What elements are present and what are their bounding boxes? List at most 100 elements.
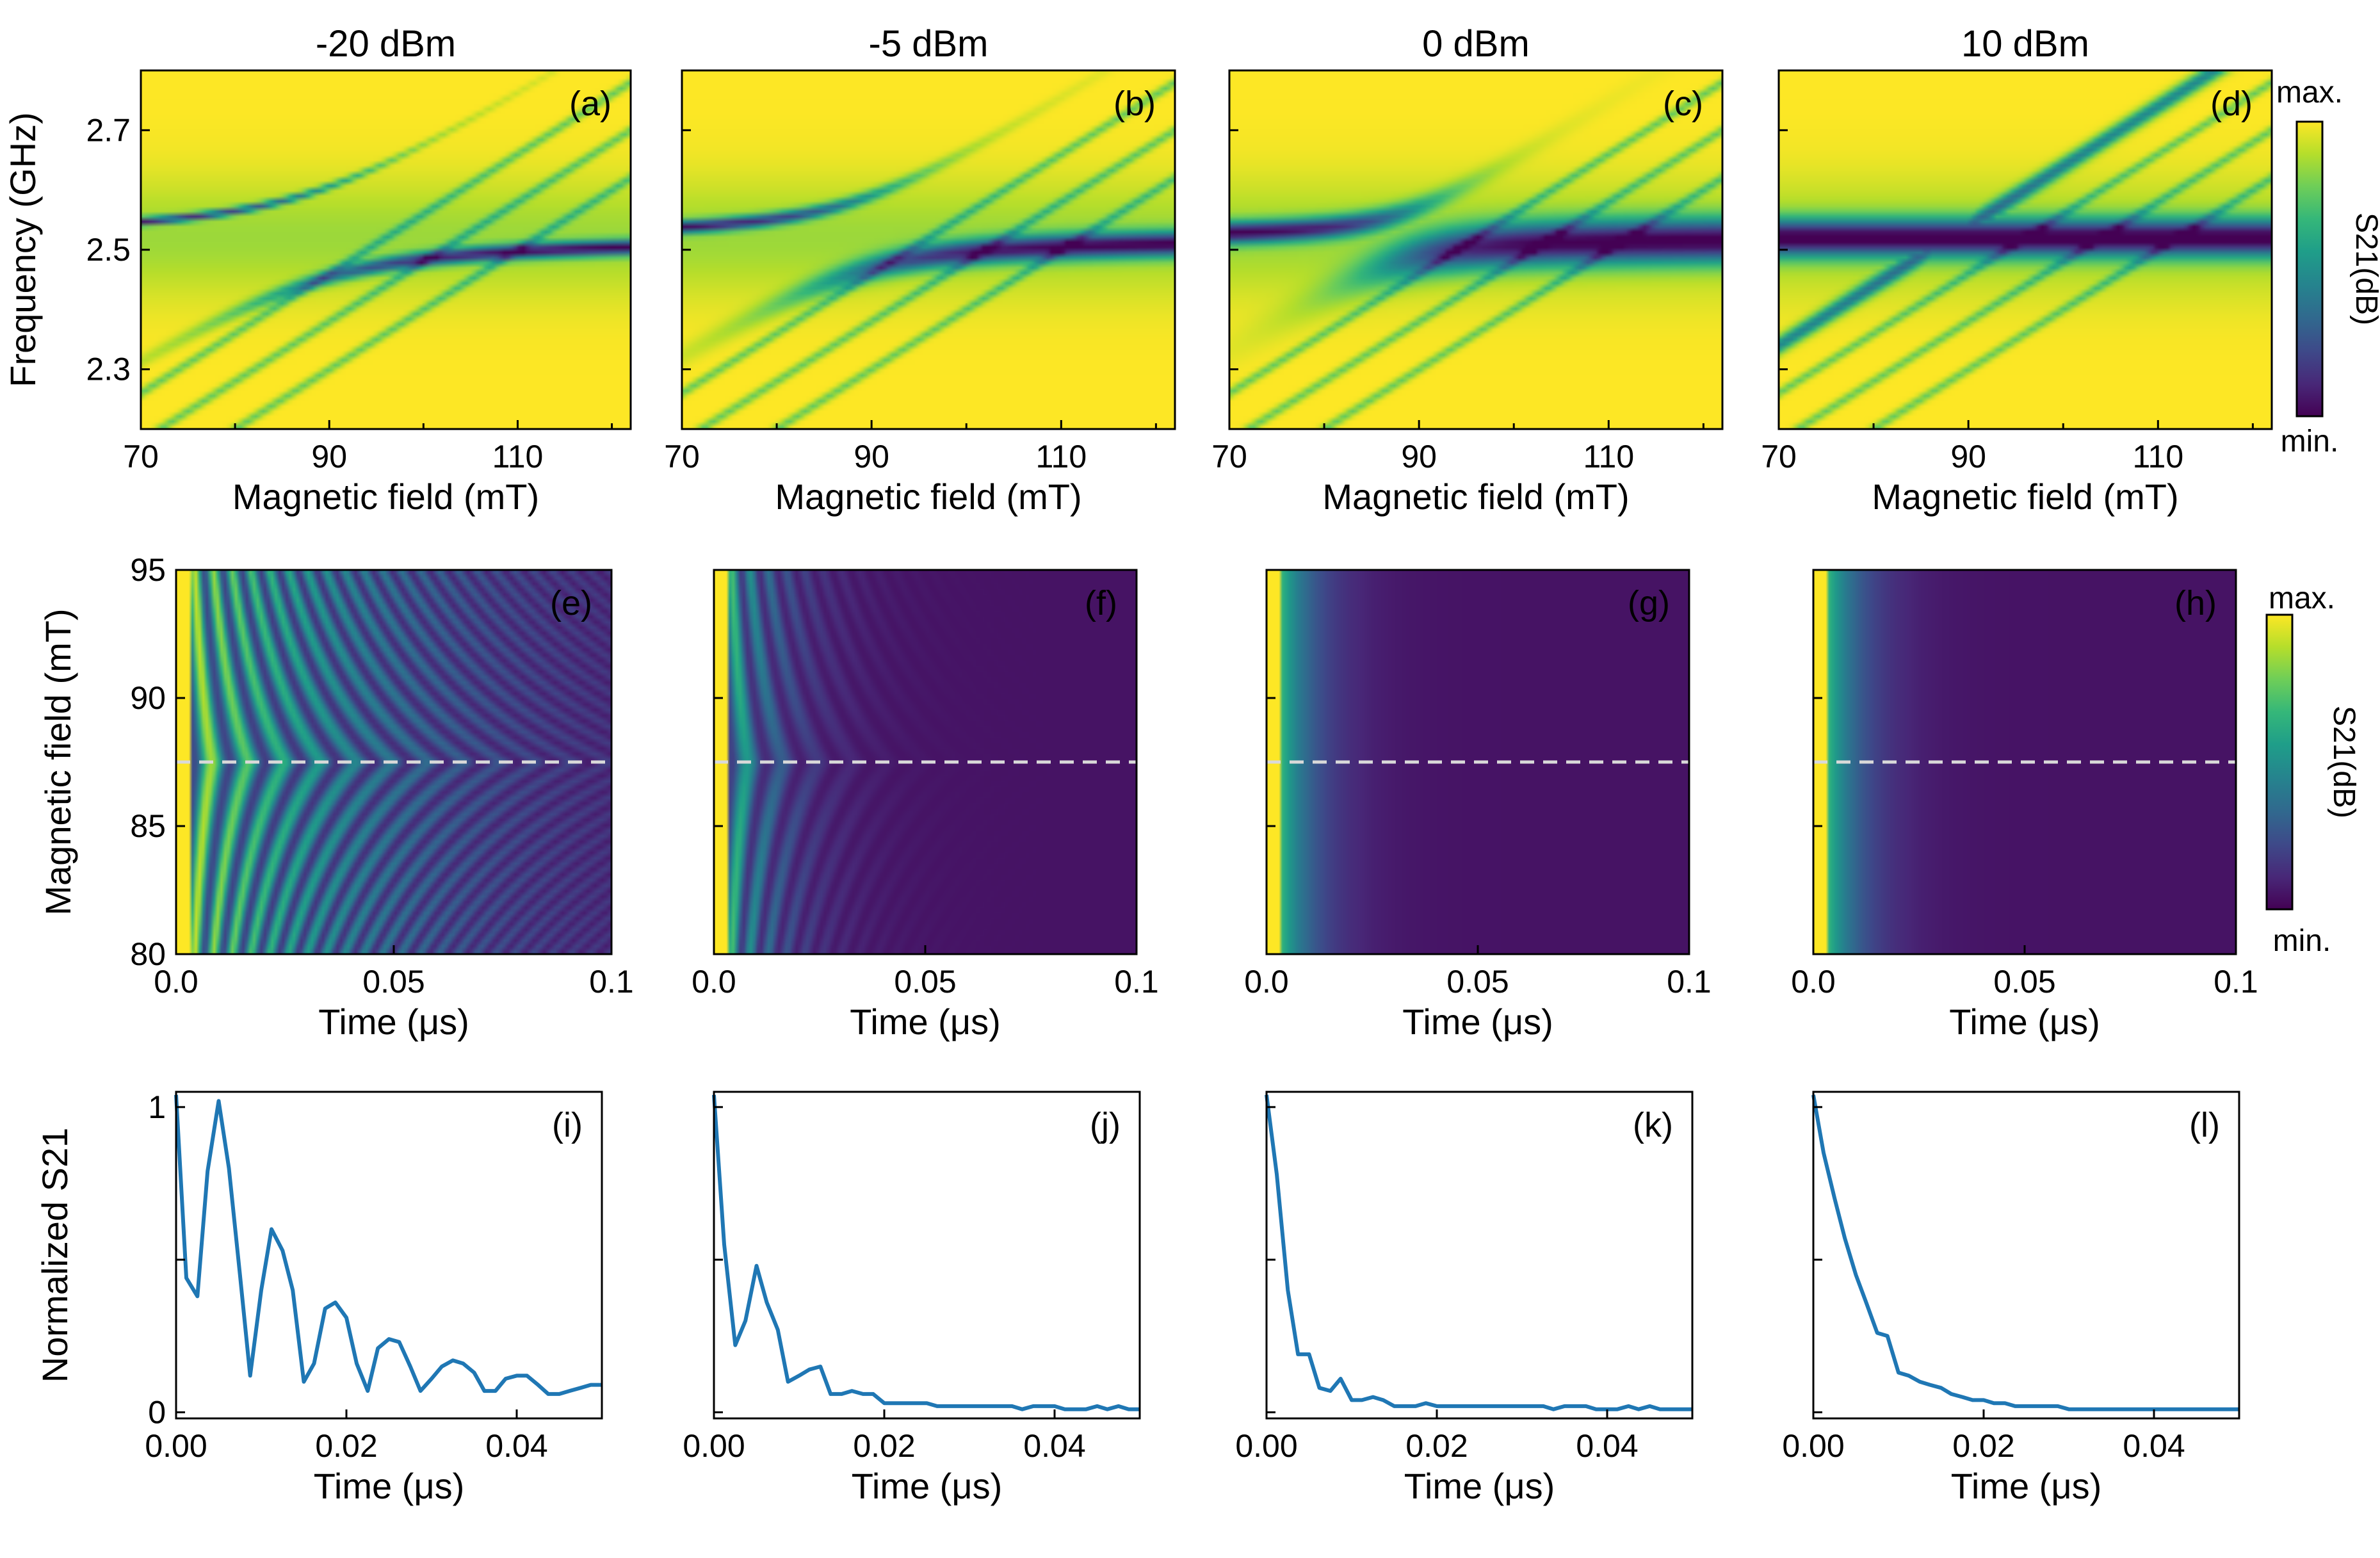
heatmap-c — [1229, 70, 1722, 429]
colorbar-middle: max. min. S21(dB) — [2265, 581, 2361, 958]
series-line-j — [712, 1094, 1140, 1411]
x-tick-label: 110 — [492, 439, 544, 475]
panel-label-f: (f) — [1085, 584, 1117, 622]
x-tick-label: 0.00 — [1235, 1428, 1297, 1464]
y-tick-label: 90 — [130, 680, 166, 716]
panel-l: 0.00 0.02 0.04 (l) Time (μs) — [1782, 1091, 2240, 1506]
y-axis-label-i: Normalized S21 — [35, 1128, 75, 1383]
x-tick-label: 0.02 — [853, 1428, 915, 1464]
x-tick-label: 0.1 — [589, 964, 634, 1000]
panel-title-d: 10 dBm — [1961, 23, 2089, 65]
x-tick-label: 0.1 — [1667, 964, 1712, 1000]
axes-frame-l — [1812, 1091, 2240, 1420]
x-tick-label: 0.02 — [1405, 1428, 1468, 1464]
x-tick-label: 90 — [311, 439, 347, 475]
y-tick-label: 2.3 — [86, 352, 131, 387]
panel-label-b: (b) — [1113, 85, 1156, 123]
x-axis-label-e: Time (μs) — [318, 1002, 469, 1042]
x-tick-label: 0.00 — [1782, 1428, 1844, 1464]
x-tick-label: 0.00 — [145, 1428, 207, 1464]
axes-frame-i — [175, 1091, 603, 1420]
axes-frame-k — [1265, 1091, 1694, 1420]
panel-j: 0.00 0.02 0.04 (j) Time (μs) — [683, 1091, 1141, 1506]
panel-label-a: (a) — [569, 85, 611, 123]
x-tick-label: 70 — [1211, 439, 1247, 475]
x-tick-label: 0.0 — [692, 964, 736, 1000]
x-tick-label: 110 — [1583, 439, 1634, 475]
x-tick-label: 0.04 — [1023, 1428, 1085, 1464]
panel-k: 0.00 0.02 0.04 (k) Time (μs) — [1235, 1091, 1694, 1506]
x-axis-label-j: Time (μs) — [852, 1466, 1002, 1506]
x-tick-label: 0.00 — [683, 1428, 745, 1464]
colorbar-top-min-label: min. — [2281, 425, 2339, 458]
x-tick-label: 0.05 — [894, 964, 956, 1000]
heatmap-d — [1779, 70, 2272, 429]
y-axis-label-a: Frequency (GHz) — [3, 112, 43, 387]
x-tick-label: 0.05 — [362, 964, 425, 1000]
x-tick-label: 0.0 — [154, 964, 198, 1000]
heatmap-a — [141, 70, 631, 429]
x-tick-label: 90 — [1950, 439, 1986, 475]
y-tick-label: 85 — [130, 808, 166, 844]
colorbar-middle-max-label: max. — [2269, 581, 2335, 615]
x-tick-label: 70 — [123, 439, 159, 475]
panel-h: 0.0 0.05 0.1 (h) Time (μs) — [1791, 569, 2258, 1042]
axes-frame-j — [713, 1091, 1141, 1420]
y-tick-label: 2.5 — [86, 232, 131, 268]
y-axis-label-e: Magnetic field (mT) — [38, 608, 78, 915]
panel-e: 0.0 0.05 0.1 80 85 90 95 (e) Time (μs) Magnetic f… — [38, 552, 634, 1042]
x-tick-label: 0.0 — [1791, 964, 1836, 1000]
x-tick-label: 0.05 — [1446, 964, 1509, 1000]
panel-title-a: -20 dBm — [316, 23, 456, 65]
x-tick-label: 0.02 — [1952, 1428, 2014, 1464]
panel-label-i: (i) — [552, 1106, 583, 1144]
colorbar-top-title: S21(dB) — [2349, 213, 2380, 325]
x-tick-label: 70 — [1761, 439, 1797, 475]
panel-i: 0.00 0.02 0.04 0 1 (i) Time (μs) Normalized S21 — [35, 1089, 603, 1506]
series-line-k — [1265, 1094, 1692, 1411]
panel-g: 0.0 0.05 0.1 (g) Time (μs) — [1244, 569, 1712, 1042]
x-tick-label: 110 — [1035, 439, 1087, 475]
x-tick-label: 110 — [2132, 439, 2183, 475]
panel-c: 70 90 110 (c) 0 dBm Magnetic field (mT) — [1211, 23, 1724, 517]
series-line-l — [1811, 1094, 2239, 1411]
panel-label-d: (d) — [2210, 85, 2253, 123]
x-tick-label: 0.04 — [485, 1428, 547, 1464]
x-axis-label-k: Time (μs) — [1404, 1466, 1555, 1506]
x-axis-label-b: Magnetic field (mT) — [775, 476, 1081, 517]
panel-a: 70 90 110 2.3 2.5 2.7 (a) -20 dBm Magnetic field… — [3, 23, 632, 517]
heatmap-b — [682, 70, 1175, 429]
x-tick-label: 70 — [664, 439, 700, 475]
panel-title-b: -5 dBm — [869, 23, 989, 65]
x-axis-label-f: Time (μs) — [850, 1002, 1000, 1042]
x-tick-label: 0.02 — [315, 1428, 377, 1464]
panel-d: 70 90 110 (d) 10 dBm Magnetic field (mT) — [1761, 23, 2273, 517]
panel-label-g: (g) — [1628, 584, 1670, 622]
x-axis-label-d: Magnetic field (mT) — [1872, 476, 2178, 517]
colorbar-middle-title: S21(dB) — [2327, 706, 2361, 818]
panel-f: 0.0 0.05 0.1 (f) Time (μs) — [692, 569, 1159, 1042]
panel-label-l: (l) — [2189, 1106, 2220, 1144]
colorbar-top-gradient — [2295, 120, 2324, 418]
y-tick-label: 0 — [148, 1394, 166, 1430]
x-tick-label: 0.04 — [1576, 1428, 1638, 1464]
colorbar-middle-min-label: min. — [2273, 924, 2331, 958]
x-tick-label: 90 — [1401, 439, 1437, 475]
colorbar-top-max-label: max. — [2276, 76, 2343, 110]
x-tick-label: 0.04 — [2123, 1428, 2185, 1464]
colorbar-top: max. min. S21(dB) — [2276, 76, 2380, 458]
panel-b: 70 90 110 (b) -5 dBm Magnetic field (mT) — [664, 23, 1176, 517]
panel-label-j: (j) — [1090, 1106, 1121, 1144]
y-tick-label: 95 — [130, 552, 166, 588]
colorbar-middle-gradient — [2265, 613, 2294, 911]
x-tick-label: 0.1 — [2214, 964, 2258, 1000]
series-line-i — [174, 1094, 602, 1396]
x-axis-label-l: Time (μs) — [1951, 1466, 2101, 1506]
panel-label-e: (e) — [550, 584, 592, 622]
panel-title-c: 0 dBm — [1422, 23, 1530, 65]
y-tick-label: 80 — [130, 936, 166, 972]
x-axis-label-c: Magnetic field (mT) — [1322, 476, 1629, 517]
y-tick-label: 1 — [148, 1089, 166, 1125]
y-tick-label: 2.7 — [86, 112, 131, 148]
